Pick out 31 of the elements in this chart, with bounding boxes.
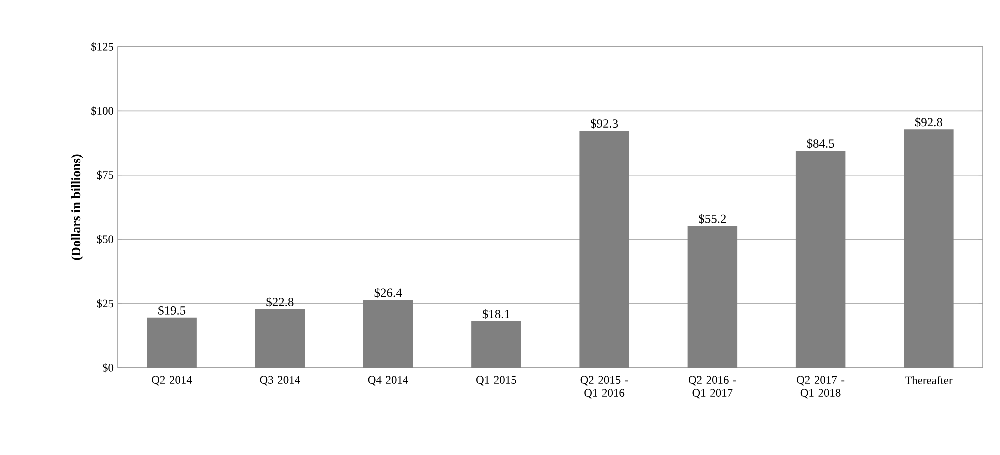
x-tick-label: Q1 2015 — [476, 376, 516, 386]
data-label: $92.3 — [591, 118, 618, 129]
y-tick-label: $25 — [97, 299, 114, 308]
y-tick-label: $0 — [103, 363, 114, 373]
x-tick-label: Thereafter — [905, 376, 953, 384]
x-tick-label: Q2 2016 - Q1 2017 — [688, 376, 736, 399]
bar — [255, 309, 306, 368]
x-tick-label: Q4 2014 — [368, 376, 408, 386]
data-label: $19.5 — [158, 306, 186, 316]
bar — [796, 151, 846, 368]
x-tick-label: Q2 2015 - Q1 2016 — [580, 376, 628, 399]
data-label: $18.1 — [482, 309, 510, 320]
x-tick-label: Q3 2014 — [260, 376, 300, 386]
y-tick-label: $100 — [92, 106, 114, 116]
bar — [904, 130, 954, 368]
bar — [472, 322, 522, 368]
data-label: $22.8 — [266, 297, 294, 308]
data-label: $55.2 — [699, 214, 726, 224]
data-label: $92.8 — [915, 118, 942, 128]
x-tick-label: Q2 2014 — [152, 376, 192, 386]
bar — [580, 130, 630, 368]
bar — [363, 300, 414, 368]
y-tick-label: $50 — [97, 235, 114, 244]
y-axis-title: (Dollars in billions) — [71, 154, 84, 260]
data-label: $84.5 — [807, 138, 834, 149]
bar — [147, 318, 197, 368]
y-tick-label: $125 — [92, 42, 114, 52]
bar — [688, 226, 738, 368]
y-tick-label: $75 — [97, 170, 114, 180]
data-label: $26.4 — [374, 288, 402, 298]
x-tick-label: Q2 2017 - Q1 2018 — [797, 376, 845, 399]
